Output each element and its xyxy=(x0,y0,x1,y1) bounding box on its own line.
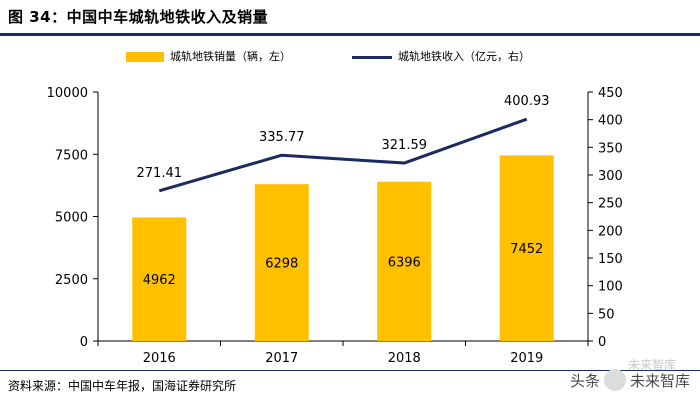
x-tick-label: 2017 xyxy=(265,351,298,366)
y-right-tick-label: 350 xyxy=(598,141,623,156)
y-right-tick-label: 100 xyxy=(598,280,623,295)
line-series xyxy=(158,117,528,193)
title-rule xyxy=(0,33,700,36)
bar xyxy=(254,184,309,341)
legend-item-bar: 城轨地铁销量（辆，左） xyxy=(126,48,291,64)
watermark-logo-icon xyxy=(603,368,626,391)
y-right-tick-label: 150 xyxy=(598,252,623,267)
y-left-tick-label: 0 xyxy=(80,335,88,350)
line-data-label: 321.59 xyxy=(382,138,428,153)
y-left-tick-label: 2500 xyxy=(55,273,88,288)
y-right-tick-label: 250 xyxy=(598,197,623,212)
source-note: 资料来源：中国中车年报，国海证券研究所 xyxy=(8,379,237,393)
x-tick-label: 2016 xyxy=(143,351,176,366)
watermark-prefix: 头条 xyxy=(569,372,600,390)
bar-data-label: 6298 xyxy=(265,257,298,272)
y-right-tick-label: 0 xyxy=(598,335,606,350)
figure-title: 图 34：中国中车城轨地铁收入及销量 xyxy=(8,8,269,26)
legend-swatch-line xyxy=(352,55,392,59)
line-data-label: 400.93 xyxy=(504,94,550,109)
x-tick-label: 2018 xyxy=(388,351,421,366)
bar xyxy=(499,155,554,341)
watermark-name: 未来智库 xyxy=(629,372,690,390)
legend-label-bar: 城轨地铁销量（辆，左） xyxy=(170,50,291,63)
bar-data-label: 4962 xyxy=(143,273,176,288)
y-right-tick-label: 400 xyxy=(598,114,623,129)
legend-label-line: 城轨地铁收入（亿元，右） xyxy=(398,50,530,63)
bar xyxy=(377,181,432,341)
line-data-label: 271.41 xyxy=(137,166,183,181)
source-rule xyxy=(0,370,700,371)
y-right-tick-label: 200 xyxy=(598,224,623,239)
y-right-tick-label: 450 xyxy=(598,86,623,101)
x-tick-label: 2019 xyxy=(510,351,543,366)
legend-swatch-bar xyxy=(126,52,164,62)
bar-data-label: 7452 xyxy=(510,242,543,257)
legend-item-line: 城轨地铁收入（亿元，右） xyxy=(352,48,530,64)
y-left-tick-label: 10000 xyxy=(47,86,88,101)
watermark: 未来智库 头条 未来智库 xyxy=(569,358,690,393)
bar-data-label: 6396 xyxy=(388,255,421,270)
y-right-tick-label: 300 xyxy=(598,169,623,184)
y-right-tick-label: 50 xyxy=(598,307,615,322)
line-data-label: 335.77 xyxy=(259,130,305,145)
combo-chart: 0 2500 5000 7500 10000 0 50 100 150 200 250 300 350 4… xyxy=(47,86,623,366)
y-left-tick-label: 7500 xyxy=(55,148,88,163)
y-left-tick-label: 5000 xyxy=(55,211,88,226)
bar xyxy=(132,217,187,341)
watermark-faint: 未来智库 xyxy=(627,358,676,372)
